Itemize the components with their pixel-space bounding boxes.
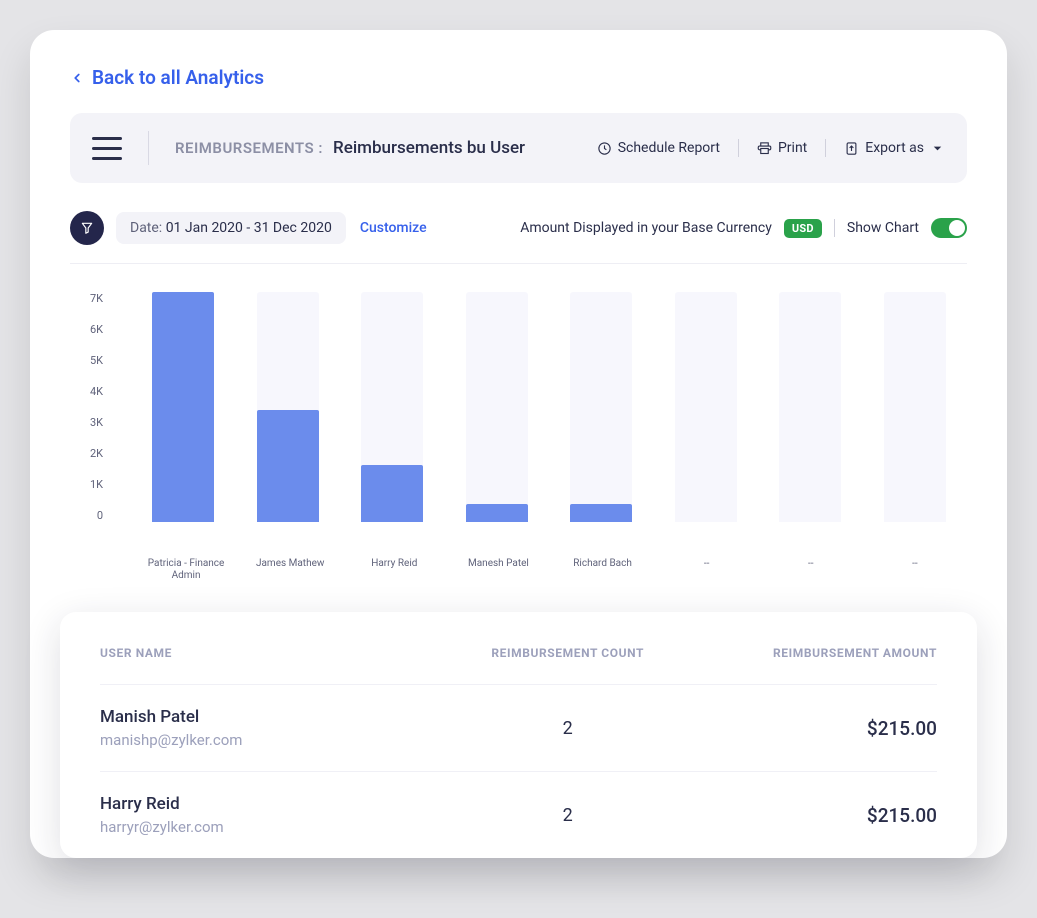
x-tick: --	[655, 558, 759, 582]
reimbursement-amount: $215.00	[691, 804, 937, 827]
x-tick: Harry Reid	[342, 558, 446, 582]
export-label: Export as	[865, 140, 924, 156]
report-name: Reimbursements bu User	[333, 138, 525, 158]
y-tick: 5K	[90, 354, 103, 367]
reimbursement-chart: 7K 6K 5K 4K 3K 2K 1K 0	[70, 292, 967, 552]
y-tick: 3K	[90, 416, 103, 429]
divider	[148, 131, 149, 165]
print-icon	[757, 141, 772, 156]
chevron-left-icon	[70, 71, 84, 85]
show-chart-toggle[interactable]	[931, 218, 967, 238]
col-header-user: USER NAME	[100, 646, 445, 660]
divider	[825, 139, 826, 157]
menu-button[interactable]	[92, 137, 148, 160]
filter-right: Amount Displayed in your Base Currency U…	[520, 218, 967, 238]
y-tick: 6K	[90, 323, 103, 336]
chart-bar[interactable]	[549, 292, 653, 522]
chart-bar[interactable]	[236, 292, 340, 522]
header-actions: Schedule Report Print Export as	[597, 139, 945, 157]
y-tick: 1K	[90, 478, 103, 491]
reimbursement-amount: $215.00	[691, 717, 937, 740]
print-button[interactable]: Print	[757, 140, 807, 156]
table-header: USER NAME REIMBURSEMENT COUNT REIMBURSEM…	[100, 612, 937, 684]
reimbursement-table: USER NAME REIMBURSEMENT COUNT REIMBURSEM…	[60, 612, 977, 858]
user-name: Harry Reid	[100, 794, 445, 814]
x-tick: James Mathew	[238, 558, 342, 582]
col-header-count: REIMBURSEMENT COUNT	[445, 646, 691, 660]
chart-bar[interactable]	[340, 292, 444, 522]
report-category: REIMBURSEMENTS :	[175, 139, 323, 157]
filter-row: Date: 01 Jan 2020 - 31 Dec 2020 Customiz…	[70, 211, 967, 264]
report-header-bar: REIMBURSEMENTS : Reimbursements bu User …	[70, 113, 967, 183]
x-tick: --	[863, 558, 967, 582]
export-icon	[844, 141, 859, 156]
schedule-report-label: Schedule Report	[618, 140, 720, 156]
currency-badge: USD	[784, 219, 822, 238]
print-label: Print	[778, 140, 807, 156]
show-chart-label: Show Chart	[847, 220, 919, 236]
base-currency-text: Amount Displayed in your Base Currency	[520, 220, 772, 236]
date-range-value: 01 Jan 2020 - 31 Dec 2020	[166, 220, 332, 236]
y-tick: 7K	[90, 292, 103, 305]
chart-bars	[111, 292, 967, 522]
back-to-analytics-link[interactable]: Back to all Analytics	[70, 66, 264, 89]
user-email: manishp@zylker.com	[100, 731, 445, 749]
x-tick: Manesh Patel	[446, 558, 550, 582]
x-tick: Patricia - Finance Admin	[134, 558, 238, 582]
clock-icon	[597, 141, 612, 156]
x-tick: --	[759, 558, 863, 582]
export-dropdown[interactable]: Export as	[844, 140, 945, 156]
y-tick: 2K	[90, 447, 103, 460]
chart-bar[interactable]	[131, 292, 235, 522]
user-name: Manish Patel	[100, 707, 445, 727]
customize-link[interactable]: Customize	[360, 220, 427, 236]
user-email: harryr@zylker.com	[100, 818, 445, 836]
divider	[738, 139, 739, 157]
y-tick: 4K	[90, 385, 103, 398]
report-title: REIMBURSEMENTS : Reimbursements bu User	[175, 138, 597, 158]
caret-down-icon	[930, 141, 945, 156]
chart-y-axis: 7K 6K 5K 4K 3K 2K 1K 0	[90, 292, 111, 522]
report-card: Back to all Analytics REIMBURSEMENTS : R…	[30, 30, 1007, 858]
reimbursement-count: 2	[445, 805, 691, 826]
chart-bar[interactable]	[862, 292, 966, 522]
chart-bar[interactable]	[654, 292, 758, 522]
chart-x-axis: Patricia - Finance AdminJames MathewHarr…	[70, 558, 967, 582]
table-body: Manish Patelmanishp@zylker.com2$215.00Ha…	[100, 684, 937, 858]
table-row[interactable]: Harry Reid harryr@zylker.com2$215.00	[100, 771, 937, 858]
x-tick: Richard Bach	[551, 558, 655, 582]
date-label: Date:	[130, 220, 162, 236]
col-header-amount: REIMBURSEMENT AMOUNT	[691, 646, 937, 660]
funnel-icon	[80, 221, 94, 235]
table-row[interactable]: Manish Patel manishp@zylker.com2$215.00	[100, 684, 937, 771]
divider	[834, 219, 835, 237]
reimbursement-count: 2	[445, 718, 691, 739]
filter-button[interactable]	[70, 211, 104, 245]
schedule-report-button[interactable]: Schedule Report	[597, 140, 720, 156]
chart-bar[interactable]	[758, 292, 862, 522]
date-range-pill[interactable]: Date: 01 Jan 2020 - 31 Dec 2020	[116, 212, 346, 244]
y-tick: 0	[97, 509, 103, 522]
chart-bar[interactable]	[445, 292, 549, 522]
back-link-label: Back to all Analytics	[92, 66, 264, 89]
